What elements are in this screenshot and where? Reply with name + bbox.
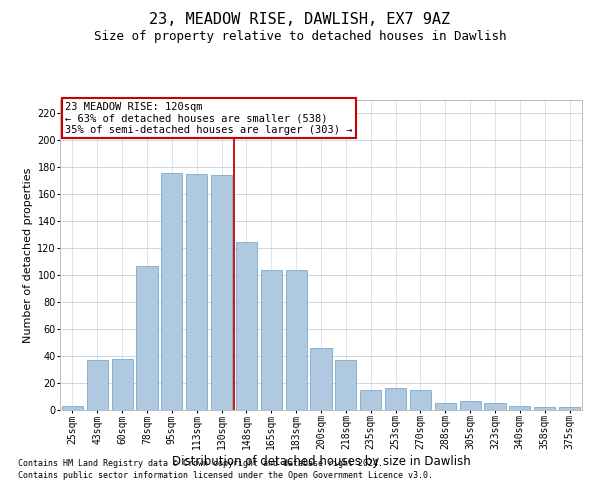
Text: Contains HM Land Registry data © Crown copyright and database right 2024.: Contains HM Land Registry data © Crown c… (18, 458, 383, 468)
Text: Contains public sector information licensed under the Open Government Licence v3: Contains public sector information licen… (18, 471, 433, 480)
Bar (460, 400, 481, 410)
Text: Size of property relative to detached houses in Dawlish: Size of property relative to detached ho… (94, 30, 506, 43)
Bar (211, 176, 232, 410)
Bar (435, 404, 456, 410)
Bar (87, 360, 108, 410)
Bar (62, 406, 83, 410)
Bar (112, 359, 133, 410)
Bar (385, 388, 406, 410)
Bar (360, 390, 381, 410)
Bar (484, 404, 506, 410)
Bar (261, 270, 282, 410)
Bar (335, 360, 356, 410)
Y-axis label: Number of detached properties: Number of detached properties (23, 168, 33, 342)
Bar (186, 174, 207, 410)
Bar (534, 408, 555, 410)
Bar (286, 270, 307, 410)
Bar (310, 348, 332, 410)
Bar (236, 242, 257, 410)
Bar (509, 406, 530, 410)
Bar (136, 266, 158, 410)
Text: 23, MEADOW RISE, DAWLISH, EX7 9AZ: 23, MEADOW RISE, DAWLISH, EX7 9AZ (149, 12, 451, 28)
Bar (559, 408, 580, 410)
Bar (161, 173, 182, 410)
X-axis label: Distribution of detached houses by size in Dawlish: Distribution of detached houses by size … (172, 455, 470, 468)
Text: 23 MEADOW RISE: 120sqm
← 63% of detached houses are smaller (538)
35% of semi-de: 23 MEADOW RISE: 120sqm ← 63% of detached… (65, 102, 353, 134)
Bar (410, 390, 431, 410)
